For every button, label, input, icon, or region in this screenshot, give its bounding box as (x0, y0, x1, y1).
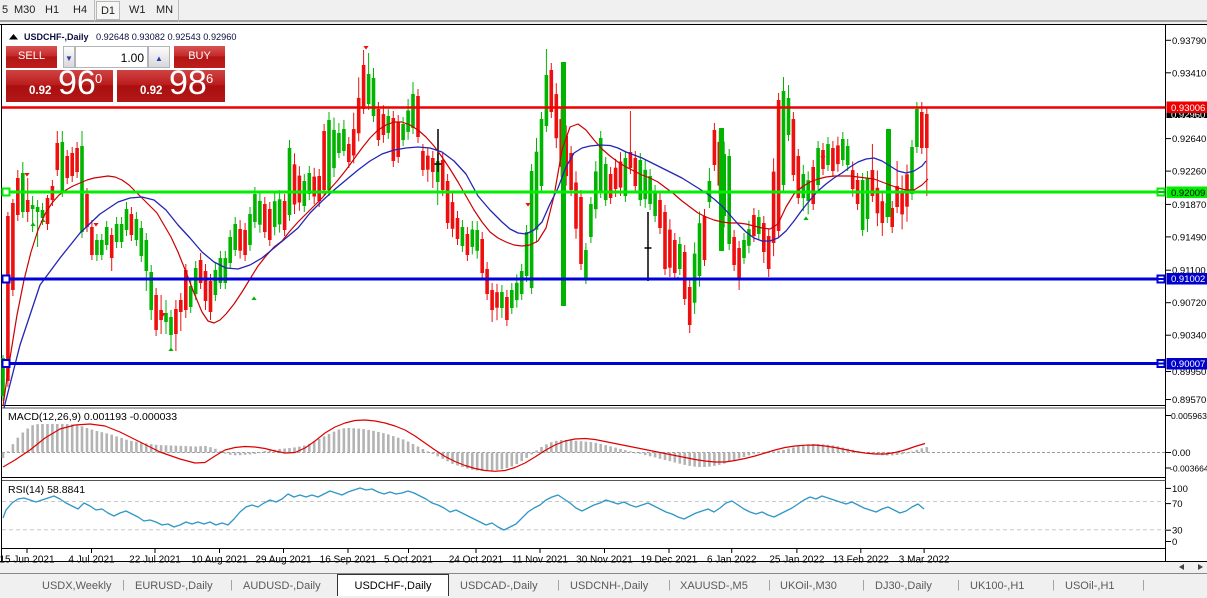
svg-text:16 Sep 2021: 16 Sep 2021 (320, 555, 377, 566)
svg-text:0.93006: 0.93006 (1171, 103, 1205, 114)
svg-text:6 Jan 2022: 6 Jan 2022 (707, 555, 757, 566)
svg-text:0: 0 (1172, 537, 1177, 548)
svg-text:0.92648 0.93082 0.92543 0.9296: 0.92648 0.93082 0.92543 0.92960 (96, 32, 237, 42)
svg-text:30: 30 (1172, 526, 1183, 537)
svg-text:0.91002: 0.91002 (1171, 274, 1205, 285)
svg-text:30 Nov 2021: 30 Nov 2021 (576, 555, 633, 566)
svg-text:3 Mar 2022: 3 Mar 2022 (899, 555, 950, 566)
svg-text:0.90007: 0.90007 (1171, 359, 1205, 370)
svg-text:0.00: 0.00 (1172, 448, 1191, 459)
svg-text:100: 100 (1172, 484, 1188, 495)
svg-text:0.91100: 0.91100 (1172, 266, 1206, 277)
svg-text:-0.003664: -0.003664 (1170, 464, 1207, 474)
svg-text:0.91870: 0.91870 (1172, 200, 1206, 211)
svg-text:11 Nov 2021: 11 Nov 2021 (512, 555, 568, 566)
svg-text:10 Aug 2021: 10 Aug 2021 (191, 555, 248, 566)
svg-text:19 Dec 2021: 19 Dec 2021 (641, 555, 698, 566)
svg-text:22 Jul 2021: 22 Jul 2021 (129, 555, 181, 566)
svg-text:MACD(12,26,9) 0.001193 -0.0000: MACD(12,26,9) 0.001193 -0.000033 (8, 411, 177, 423)
svg-text:0.93410: 0.93410 (1172, 68, 1206, 79)
svg-text:25 Jan 2022: 25 Jan 2022 (769, 555, 824, 566)
svg-text:15 Jun 2021: 15 Jun 2021 (0, 555, 55, 566)
svg-text:4 Jul 2021: 4 Jul 2021 (68, 555, 115, 566)
svg-text:USDCHF-,Daily: USDCHF-,Daily (24, 32, 89, 42)
svg-text:0.005963: 0.005963 (1171, 411, 1207, 421)
svg-text:5 Oct 2021: 5 Oct 2021 (384, 555, 433, 566)
svg-text:0.93790: 0.93790 (1172, 36, 1206, 47)
svg-text:0.92960: 0.92960 (1171, 110, 1205, 121)
svg-text:0.90720: 0.90720 (1172, 298, 1206, 309)
svg-text:24 Oct 2021: 24 Oct 2021 (449, 555, 504, 566)
svg-text:29 Aug 2021: 29 Aug 2021 (255, 555, 312, 566)
svg-text:0.91490: 0.91490 (1172, 232, 1206, 243)
svg-text:RSI(14) 58.8841: RSI(14) 58.8841 (8, 484, 85, 496)
svg-text:0.92009: 0.92009 (1171, 188, 1205, 199)
svg-text:0.92640: 0.92640 (1172, 134, 1206, 145)
svg-text:0.89570: 0.89570 (1172, 395, 1206, 406)
svg-text:0.90340: 0.90340 (1172, 331, 1206, 342)
svg-text:0.92260: 0.92260 (1172, 167, 1206, 178)
svg-text:13 Feb 2022: 13 Feb 2022 (833, 555, 890, 566)
svg-text:0.89950: 0.89950 (1172, 367, 1206, 378)
svg-text:70: 70 (1172, 499, 1183, 510)
